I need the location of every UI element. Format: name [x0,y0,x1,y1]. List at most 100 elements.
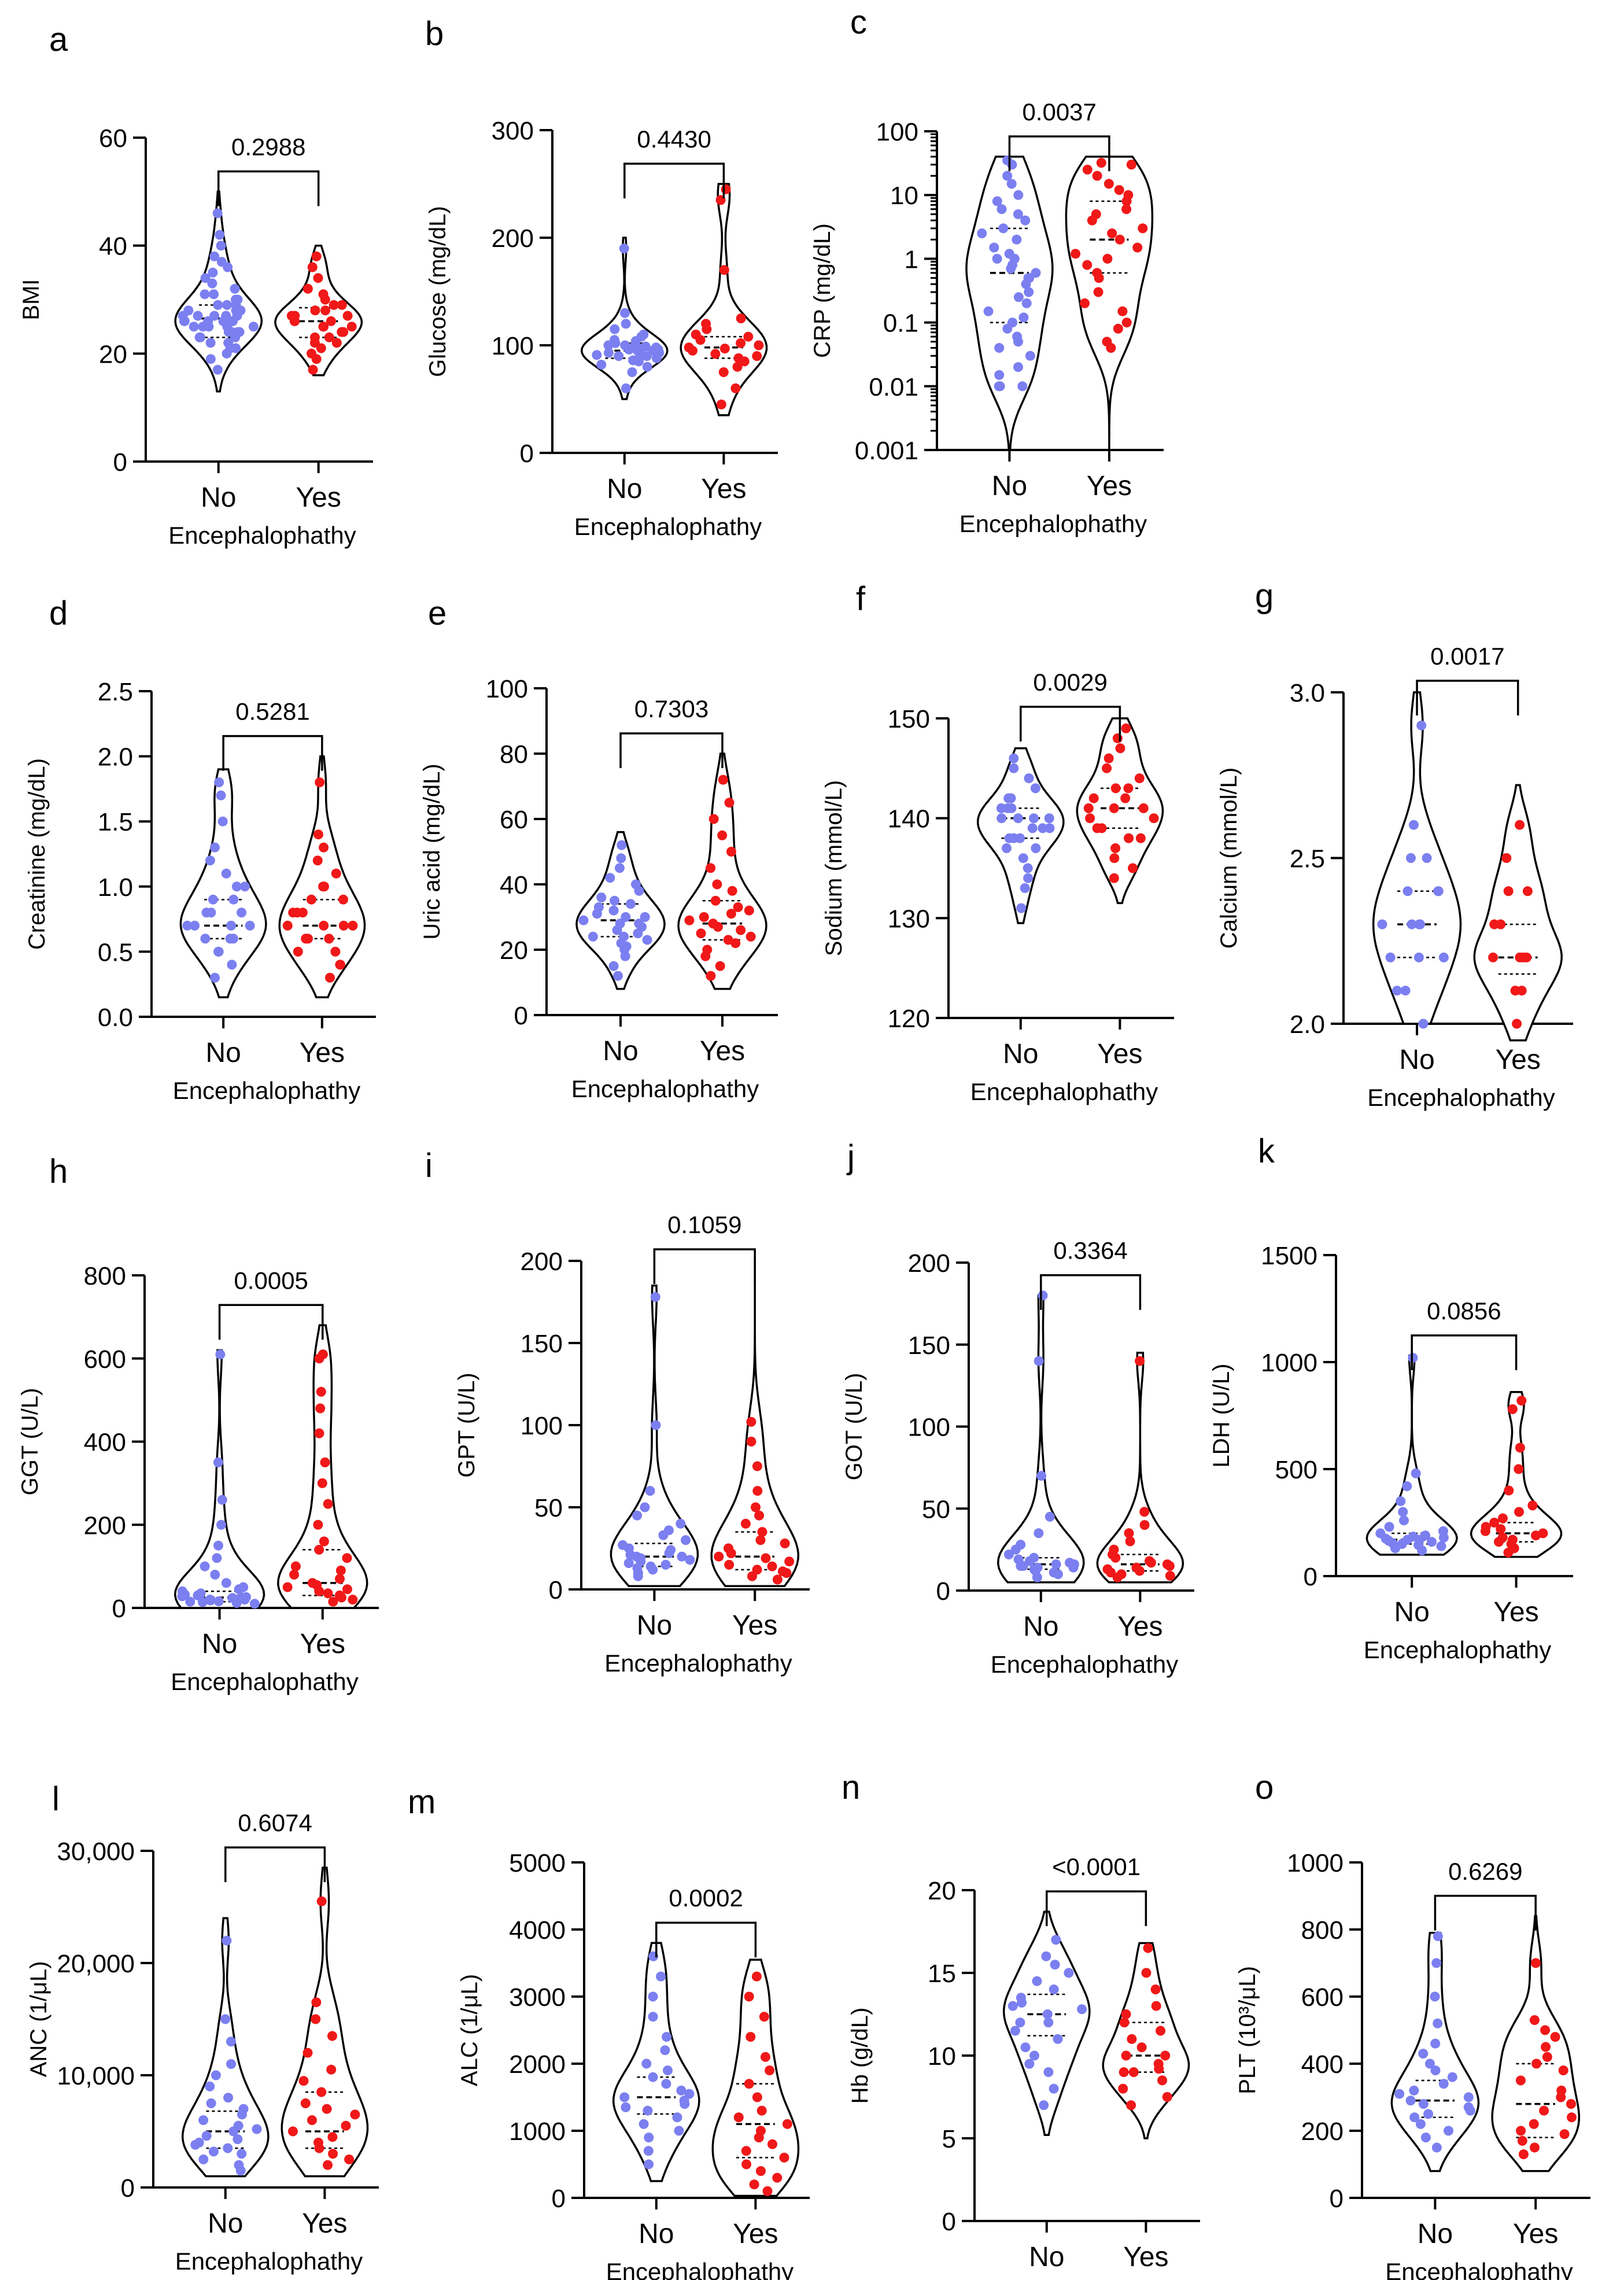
data-point [719,344,730,354]
data-point [752,1486,763,1496]
data-point [623,1558,634,1569]
data-point [313,1519,323,1530]
data-point [640,912,650,922]
violin-no [996,1290,1085,1584]
data-point [1018,853,1028,864]
data-point [1399,1515,1409,1526]
data-point [1064,1968,1074,1978]
data-point [1093,287,1103,297]
data-point [1049,1984,1059,1995]
data-point [209,311,220,321]
panel-letter-c: c [850,3,867,41]
x-tick-label-no: No [1023,1611,1058,1642]
data-point [214,777,224,788]
data-point [756,2105,767,2116]
data-point [621,912,631,922]
data-point [1083,803,1094,813]
x-tick-label-no: No [603,1036,638,1067]
data-point [1141,1968,1151,1978]
data-point [1516,986,1527,996]
violin-outline [1372,691,1462,1025]
data-point [1430,2038,1441,2049]
data-point [315,1403,326,1414]
data-point [318,322,329,332]
panel-m: m 0 1000 2000 3000 4000 5000 ALC (1/μL) No Yes Enc… [408,1783,810,2280]
data-point [1463,2092,1474,2102]
data-point [210,972,220,983]
data-point [1138,803,1149,813]
significance-bracket [619,732,724,768]
data-point [1029,2050,1039,2061]
data-point [1529,2119,1539,2129]
data-point [761,2052,770,2062]
data-point [1121,204,1132,215]
data-point [754,340,764,351]
data-point [1424,2058,1435,2069]
y-tick-label: 60 [99,124,127,153]
panel-b: b 0 100 200 300 Glucose (mg/dL) No Yes Encephalo… [425,15,778,540]
data-point [288,2126,298,2137]
data-point [1102,337,1112,347]
y-tick-label: 600 [84,1345,126,1374]
data-point [1566,2099,1576,2109]
x-axis-label: Encephalophathy [175,2248,363,2275]
p-value-label: 0.0017 [1430,643,1504,670]
y-tick-label: 0 [1304,1563,1317,1591]
x-tick-label-yes: Yes [1097,1039,1142,1069]
data-point [1114,234,1125,245]
violin-no [976,747,1065,924]
data-point [1145,1556,1154,1566]
data-point [1024,287,1034,297]
panel-letter-d: d [49,595,68,632]
data-point [337,300,347,310]
data-point [194,332,205,342]
violin-outline [612,1942,700,2182]
data-point [227,960,237,970]
data-point [718,774,728,785]
y-tick-label: 150 [908,1331,950,1360]
y-tick-label: 20,000 [57,1950,135,1978]
data-point [1010,2026,1020,2036]
data-point [183,305,194,316]
x-tick-label-yes: Yes [302,2208,347,2239]
data-point [1162,1559,1172,1570]
data-point [1109,803,1119,813]
data-point [1134,773,1145,784]
data-point [1530,2142,1540,2153]
data-point [1131,1562,1142,1573]
y-tick-label: 50 [534,1494,563,1522]
data-point [730,383,741,393]
y-tick-label: 200 [84,1511,126,1540]
y-axis-label: Creatinine (mg/dL) [24,758,50,950]
violin-no [1390,1931,1480,2172]
data-point [672,2112,682,2123]
data-point [994,343,1005,353]
data-point [1396,1496,1406,1506]
data-point [1431,1958,1442,1968]
data-point [329,300,339,310]
y-tick-label: 100 [876,118,918,146]
y-tick-label: 10 [928,2042,956,2071]
data-point [249,1599,260,1609]
violin-no [580,237,669,400]
y-tick-label: 120 [888,1005,930,1033]
data-point [614,863,625,873]
data-point [733,353,744,363]
violin-yes [1076,717,1164,905]
x-tick-label-yes: Yes [1493,1597,1538,1628]
data-point [615,918,625,929]
violin-outline [711,1958,800,2197]
data-point [311,2014,321,2024]
data-point [1539,2105,1549,2116]
data-point [213,1596,224,1606]
y-tick-label: 0.5 [98,938,133,966]
data-point [1418,1019,1429,1029]
data-point [661,2079,671,2089]
data-point [1002,843,1012,853]
data-point [216,257,227,267]
violin-no [174,1349,265,1609]
panel-letter-g: g [1255,577,1274,615]
y-tick-label: 600 [1301,1983,1344,2012]
data-point [1135,833,1146,843]
data-point [308,364,318,375]
